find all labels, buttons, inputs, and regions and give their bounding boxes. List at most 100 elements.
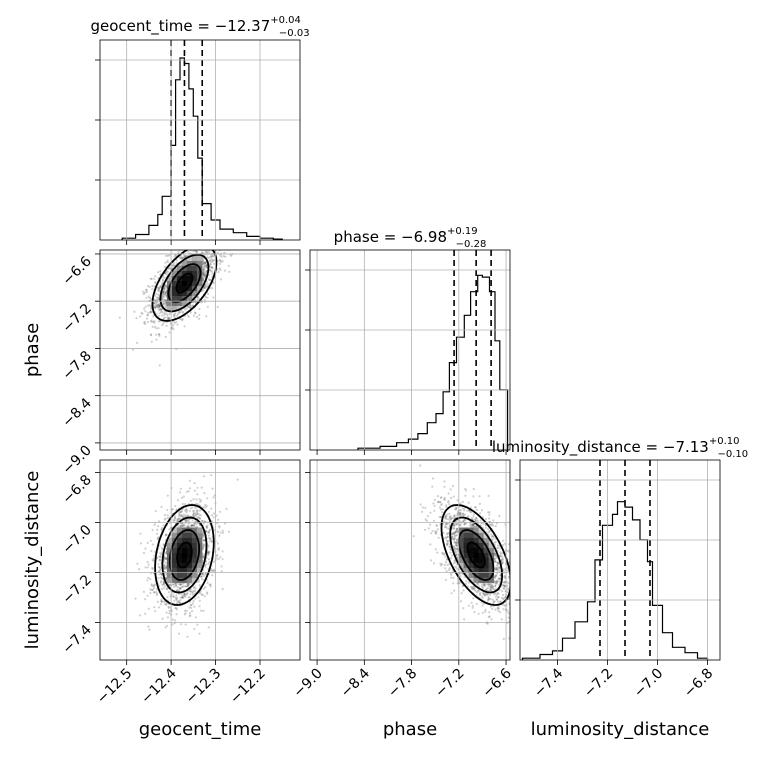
density-cell bbox=[463, 552, 469, 558]
scatter-point bbox=[496, 606, 499, 609]
scatter-point bbox=[508, 602, 510, 605]
scatter-point bbox=[162, 583, 165, 586]
scatter-point bbox=[161, 293, 164, 296]
scatter-point bbox=[445, 515, 448, 518]
panel-1-1 bbox=[305, 249, 511, 455]
scatter-point bbox=[159, 569, 162, 572]
scatter-point bbox=[424, 518, 427, 521]
scatter-point bbox=[187, 596, 190, 599]
scatter-point bbox=[162, 524, 165, 527]
density-cell bbox=[191, 275, 198, 281]
density-cell bbox=[191, 290, 198, 296]
scatter-point bbox=[487, 583, 490, 586]
scatter-point bbox=[492, 601, 495, 605]
scatter-point bbox=[447, 500, 450, 503]
scatter-point bbox=[216, 236, 218, 238]
scatter-point bbox=[159, 273, 162, 276]
scatter-point bbox=[162, 294, 165, 297]
scatter-point bbox=[452, 532, 456, 535]
scatter-point bbox=[159, 552, 162, 555]
scatter-point bbox=[164, 603, 167, 606]
scatter-point bbox=[186, 525, 189, 528]
scatter-point bbox=[177, 515, 180, 518]
scatter-point bbox=[206, 551, 209, 554]
scatter-point bbox=[162, 289, 166, 292]
scatter-point bbox=[201, 277, 205, 280]
scatter-point bbox=[158, 565, 161, 569]
scatter-point bbox=[167, 317, 170, 320]
scatter-point bbox=[165, 577, 168, 580]
scatter-point bbox=[461, 512, 464, 515]
scatter-point bbox=[215, 554, 218, 558]
x-axis-label-geocent-time: geocent_time bbox=[139, 719, 262, 740]
scatter-point bbox=[194, 589, 197, 593]
density-cell bbox=[166, 280, 173, 286]
scatter-point bbox=[459, 513, 462, 516]
scatter-point bbox=[498, 566, 501, 569]
scatter-point bbox=[219, 258, 222, 262]
density-cell bbox=[468, 562, 474, 568]
density-cell bbox=[191, 577, 198, 583]
scatter-point bbox=[145, 317, 149, 320]
scatter-point bbox=[194, 513, 197, 517]
scatter-point bbox=[209, 583, 212, 586]
scatter-point bbox=[166, 616, 169, 619]
scatter-point bbox=[211, 569, 214, 572]
scatter-point bbox=[160, 598, 163, 601]
scatter-point bbox=[456, 511, 459, 514]
scatter-point bbox=[149, 311, 152, 314]
scatter-point bbox=[504, 568, 507, 571]
scatter-point bbox=[499, 577, 502, 580]
density-cell bbox=[181, 265, 188, 271]
scatter-point bbox=[461, 500, 464, 503]
scatter-point bbox=[224, 255, 227, 258]
scatter-point bbox=[146, 594, 149, 597]
scatter-point bbox=[479, 594, 482, 597]
density-cell bbox=[186, 265, 193, 271]
scatter-point bbox=[156, 305, 159, 308]
scatter-point bbox=[186, 244, 188, 246]
scatter-point bbox=[154, 304, 157, 307]
scatter-point bbox=[156, 528, 159, 532]
scatter-point bbox=[133, 310, 136, 313]
scatter-point bbox=[154, 306, 158, 309]
scatter-point bbox=[150, 307, 153, 310]
density-cell bbox=[181, 285, 188, 291]
scatter-point bbox=[502, 581, 505, 584]
scatter-point bbox=[484, 610, 487, 613]
scatter-point bbox=[187, 520, 190, 523]
scatter-point bbox=[472, 495, 475, 498]
panel-frame-2-1 bbox=[309, 459, 511, 661]
scatter-point bbox=[429, 543, 432, 546]
scatter-point bbox=[162, 295, 165, 298]
scatter-point bbox=[493, 561, 496, 564]
scatter-point bbox=[178, 583, 182, 586]
scatter-point bbox=[155, 292, 158, 295]
scatter-point bbox=[491, 587, 494, 590]
scatter-point bbox=[436, 495, 439, 498]
scatter-point bbox=[227, 264, 230, 267]
scatter-point bbox=[462, 520, 465, 523]
density-cell bbox=[181, 270, 188, 276]
scatter-point bbox=[205, 530, 208, 533]
scatter-point bbox=[157, 577, 160, 580]
scatter-point bbox=[456, 545, 459, 548]
density-cell bbox=[181, 577, 188, 583]
scatter-point bbox=[183, 594, 186, 598]
scatter-point bbox=[158, 305, 161, 308]
density-cell bbox=[166, 290, 173, 296]
density-cell bbox=[181, 300, 188, 306]
scatter-point bbox=[172, 520, 175, 523]
title-luminosity-distance: luminosity_distance = −7.13+0.10 −0.10 bbox=[492, 436, 748, 460]
density-cell bbox=[186, 532, 193, 538]
scatter-point bbox=[202, 247, 204, 249]
scatter-point bbox=[158, 520, 161, 523]
scatter-point bbox=[502, 561, 505, 564]
scatter-point bbox=[436, 551, 439, 554]
scatter-point bbox=[172, 583, 175, 586]
scatter-point bbox=[522, 586, 524, 588]
scatter-point bbox=[437, 501, 440, 504]
scatter-point bbox=[190, 524, 193, 527]
scatter-point bbox=[139, 315, 142, 318]
scatter-point bbox=[204, 250, 207, 253]
